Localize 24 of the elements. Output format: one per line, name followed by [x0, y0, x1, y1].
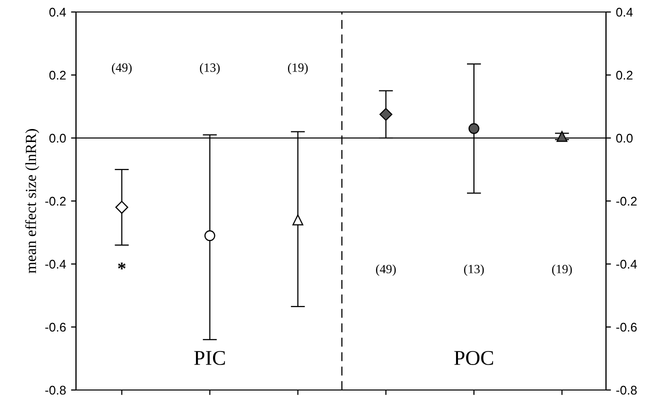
- y2-tick-label: -0.6: [616, 322, 637, 332]
- annotation: (49): [376, 264, 396, 276]
- y-tick-label: 0.2: [49, 70, 66, 80]
- annotation: (13): [464, 264, 484, 276]
- y-axis-title: mean effect size (lnRR): [25, 129, 40, 274]
- y2-tick-label: 0.4: [616, 8, 633, 17]
- y-tick-label: 0.0: [49, 134, 66, 143]
- y-tick-label: 0.4: [49, 8, 66, 17]
- annotation: (19): [552, 264, 572, 276]
- annotation: PIC: [194, 350, 225, 365]
- annotation: (19): [288, 63, 308, 74]
- annotation: (49): [112, 63, 132, 74]
- y2-tick-label: 0.0: [616, 134, 633, 143]
- y-tick-label: -0.2: [45, 196, 66, 206]
- annotation: POC: [454, 350, 494, 365]
- annotation: (13): [200, 63, 220, 74]
- y2-tick-label: -0.8: [616, 386, 637, 395]
- y-tick-label: -0.6: [45, 322, 66, 332]
- y2-tick-label: -0.2: [616, 196, 637, 206]
- y2-tick-label: 0.2: [616, 70, 632, 80]
- y2-tick-label: -0.4: [616, 260, 637, 269]
- annotation: *: [118, 262, 126, 270]
- y-tick-label: -0.4: [45, 260, 66, 269]
- y-tick-label: -0.8: [45, 386, 66, 395]
